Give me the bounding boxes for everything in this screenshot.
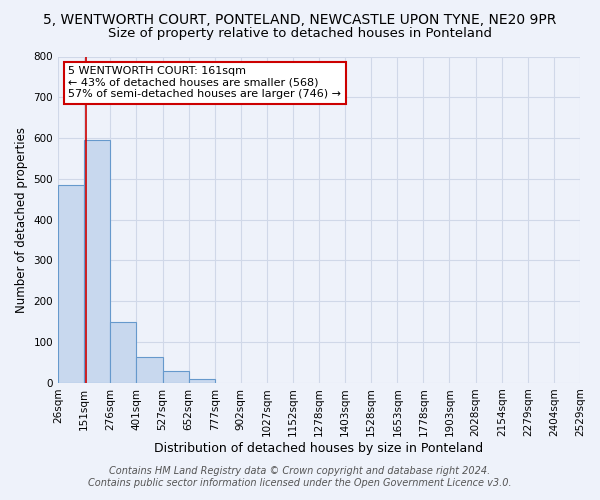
Text: Size of property relative to detached houses in Ponteland: Size of property relative to detached ho… xyxy=(108,28,492,40)
Bar xyxy=(110,322,136,383)
Y-axis label: Number of detached properties: Number of detached properties xyxy=(15,126,28,312)
Text: 5, WENTWORTH COURT, PONTELAND, NEWCASTLE UPON TYNE, NE20 9PR: 5, WENTWORTH COURT, PONTELAND, NEWCASTLE… xyxy=(43,12,557,26)
Text: Contains HM Land Registry data © Crown copyright and database right 2024.
Contai: Contains HM Land Registry data © Crown c… xyxy=(88,466,512,487)
Bar xyxy=(84,140,110,383)
Bar xyxy=(188,379,215,383)
Bar xyxy=(136,357,163,383)
Bar xyxy=(58,185,84,383)
Bar xyxy=(163,372,188,383)
Text: 5 WENTWORTH COURT: 161sqm
← 43% of detached houses are smaller (568)
57% of semi: 5 WENTWORTH COURT: 161sqm ← 43% of detac… xyxy=(68,66,341,100)
X-axis label: Distribution of detached houses by size in Ponteland: Distribution of detached houses by size … xyxy=(154,442,484,455)
